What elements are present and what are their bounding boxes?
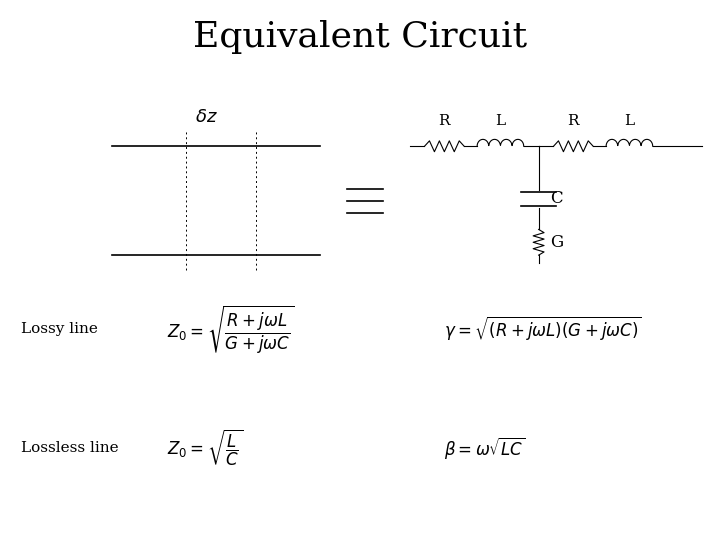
Text: $Z_0 = \sqrt{\dfrac{R + j\omega L}{G + j\omega C}}$: $Z_0 = \sqrt{\dfrac{R + j\omega L}{G + j… [166,303,294,356]
Text: Equivalent Circuit: Equivalent Circuit [193,21,527,55]
Text: $\delta z$: $\delta z$ [195,109,217,126]
Text: Lossless line: Lossless line [21,441,118,455]
Text: $\gamma = \sqrt{(R + j\omega L)(G + j\omega C)}$: $\gamma = \sqrt{(R + j\omega L)(G + j\om… [444,315,642,343]
Text: Lossy line: Lossy line [21,322,97,336]
Text: L: L [495,114,505,129]
Text: L: L [624,114,634,129]
Text: R: R [567,114,579,129]
Text: C: C [551,190,563,207]
Text: $\beta = \omega\sqrt{LC}$: $\beta = \omega\sqrt{LC}$ [444,435,526,461]
Text: R: R [438,114,450,129]
Text: G: G [551,234,564,251]
Text: $Z_0 = \sqrt{\dfrac{L}{C}}$: $Z_0 = \sqrt{\dfrac{L}{C}}$ [166,428,243,468]
